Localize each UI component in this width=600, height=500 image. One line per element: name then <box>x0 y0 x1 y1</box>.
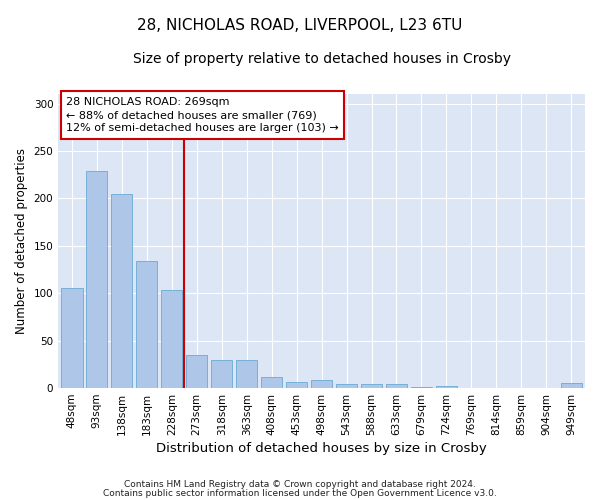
X-axis label: Distribution of detached houses by size in Crosby: Distribution of detached houses by size … <box>156 442 487 455</box>
Bar <box>386 384 407 388</box>
Text: Contains public sector information licensed under the Open Government Licence v3: Contains public sector information licen… <box>103 489 497 498</box>
Bar <box>311 380 332 388</box>
Bar <box>61 288 83 388</box>
Bar <box>286 382 307 388</box>
Bar <box>186 355 208 388</box>
Bar <box>436 386 457 388</box>
Y-axis label: Number of detached properties: Number of detached properties <box>15 148 28 334</box>
Bar <box>261 376 282 388</box>
Bar <box>136 261 157 388</box>
Bar <box>86 171 107 388</box>
Bar <box>111 194 133 388</box>
Title: Size of property relative to detached houses in Crosby: Size of property relative to detached ho… <box>133 52 511 66</box>
Text: 28, NICHOLAS ROAD, LIVERPOOL, L23 6TU: 28, NICHOLAS ROAD, LIVERPOOL, L23 6TU <box>137 18 463 32</box>
Bar <box>361 384 382 388</box>
Bar <box>336 384 357 388</box>
Bar <box>560 384 582 388</box>
Bar <box>161 290 182 388</box>
Bar <box>211 360 232 388</box>
Bar <box>236 360 257 388</box>
Text: 28 NICHOLAS ROAD: 269sqm
← 88% of detached houses are smaller (769)
12% of semi-: 28 NICHOLAS ROAD: 269sqm ← 88% of detach… <box>66 97 339 134</box>
Bar <box>411 387 432 388</box>
Text: Contains HM Land Registry data © Crown copyright and database right 2024.: Contains HM Land Registry data © Crown c… <box>124 480 476 489</box>
